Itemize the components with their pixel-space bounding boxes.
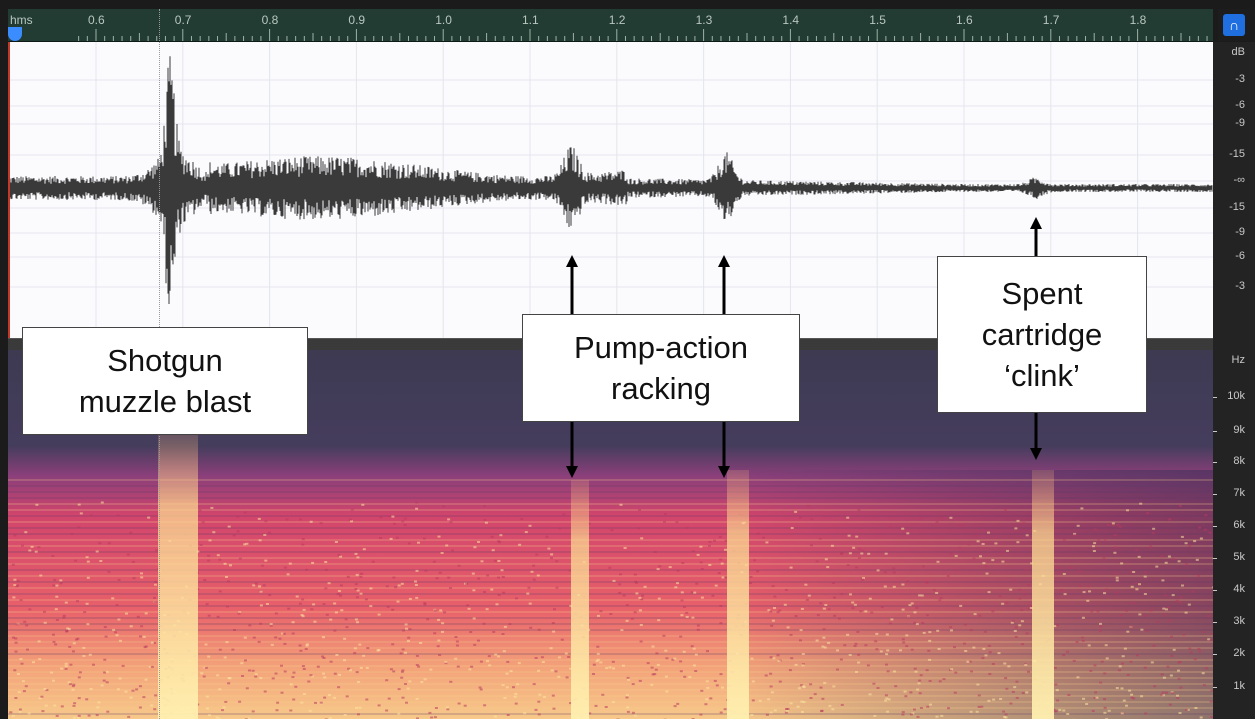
ruler-tick-label: 1.3	[695, 13, 713, 27]
hz-scale: Hz 10k 9k 8k 7k 6k 5k 4k 3k 2k 1k	[1213, 350, 1255, 719]
ruler-unit-label: hms	[10, 13, 33, 27]
callout-pump-line2: racking	[611, 371, 711, 406]
callout-cartridge-clink: Spent cartridge ‘clink’	[937, 256, 1147, 413]
db-tick-label: -3	[1235, 73, 1245, 85]
db-tick-label: -9	[1235, 117, 1245, 129]
magnet-icon: ∩	[1223, 14, 1245, 36]
db-unit-label: dB	[1231, 46, 1245, 58]
db-scale: dB -3 -6 -9 -15 -∞ -15 -9 -6 -3	[1213, 42, 1255, 338]
hz-tick	[1213, 431, 1217, 432]
hz-tick-label: 7k	[1233, 487, 1245, 499]
pump1-column	[571, 480, 589, 719]
db-tick-label: -6	[1235, 99, 1245, 111]
callout-clink-line2: cartridge	[981, 317, 1103, 352]
ruler-tick-label: 1.8	[1129, 13, 1147, 27]
hz-tick	[1213, 558, 1217, 559]
callout-pump-action: Pump-action racking	[522, 314, 800, 422]
selection-edge	[8, 42, 10, 338]
spectrogram-bands	[8, 479, 1213, 715]
playhead-handle[interactable]	[8, 27, 22, 41]
ruler-tick-label: 1.4	[782, 13, 800, 27]
pump2-column	[727, 470, 749, 719]
db-tick-label: -6	[1235, 250, 1245, 262]
hz-tick	[1213, 654, 1217, 655]
hz-tick	[1213, 590, 1217, 591]
db-tick-label: -∞	[1233, 174, 1245, 186]
callout-muzzle-line1: Shotgun	[107, 343, 223, 378]
ruler-tick-label: 0.8	[261, 13, 279, 27]
hz-tick	[1213, 526, 1217, 527]
callout-clink-line3: ‘clink’	[1004, 358, 1080, 393]
timeline-ruler[interactable]: hms 0.6 0.7 0.8 0.9 1.0 1.1 1.2 1.3 1.4 1.5 1.6 1.7…	[8, 9, 1213, 42]
ruler-tick-label: 1.6	[956, 13, 973, 27]
db-tick-label: -15	[1229, 201, 1245, 213]
hz-tick	[1213, 494, 1217, 495]
ruler-tick-label: 1.1	[522, 13, 539, 27]
ruler-tick-label: 1.2	[608, 13, 626, 27]
callout-muzzle-line2: muzzle blast	[78, 384, 252, 419]
hz-tick	[1213, 622, 1217, 623]
ruler-tick-label: 0.6	[88, 13, 105, 27]
hz-tick-label: 5k	[1233, 551, 1245, 563]
hz-tick-label: 8k	[1233, 455, 1245, 467]
clink-column	[1032, 470, 1054, 719]
db-tick-label: -9	[1235, 226, 1245, 238]
waveform-trace	[8, 56, 1213, 304]
hz-unit-label: Hz	[1231, 354, 1245, 366]
divider-scale	[1213, 338, 1255, 350]
ruler-tick-label: 1.0	[435, 13, 452, 27]
ruler-tick-label: 1.5	[869, 13, 886, 27]
hz-tick	[1213, 687, 1217, 688]
hz-tick-label: 3k	[1233, 615, 1245, 627]
hz-tick-label: 2k	[1233, 647, 1245, 659]
ruler-tick-label: 0.9	[348, 13, 366, 27]
hz-tick	[1213, 397, 1217, 398]
db-tick-label: -3	[1235, 280, 1245, 292]
hz-tick-label: 6k	[1233, 519, 1245, 531]
snap-magnet-button[interactable]: ∩	[1218, 9, 1250, 41]
hz-tick	[1213, 462, 1217, 463]
db-tick-label: -15	[1229, 148, 1245, 160]
top-strip	[0, 0, 1255, 9]
ruler-tick-label: 0.7	[174, 13, 192, 27]
muzzle-column	[158, 435, 198, 719]
callout-clink-line1: Spent	[1001, 276, 1083, 311]
ruler-ticks	[78, 29, 1208, 41]
hz-tick-label: 9k	[1233, 424, 1245, 436]
ruler-tick-label: 1.7	[1042, 13, 1060, 27]
hz-tick-label: 1k	[1233, 680, 1245, 692]
callout-pump-line1: Pump-action	[573, 330, 749, 365]
hz-tick-label: 4k	[1233, 583, 1245, 595]
hz-tick-label: 10k	[1227, 390, 1245, 402]
spectrogram-tail-fade	[8, 470, 1213, 719]
callout-muzzle-blast: Shotgun muzzle blast	[22, 327, 308, 435]
